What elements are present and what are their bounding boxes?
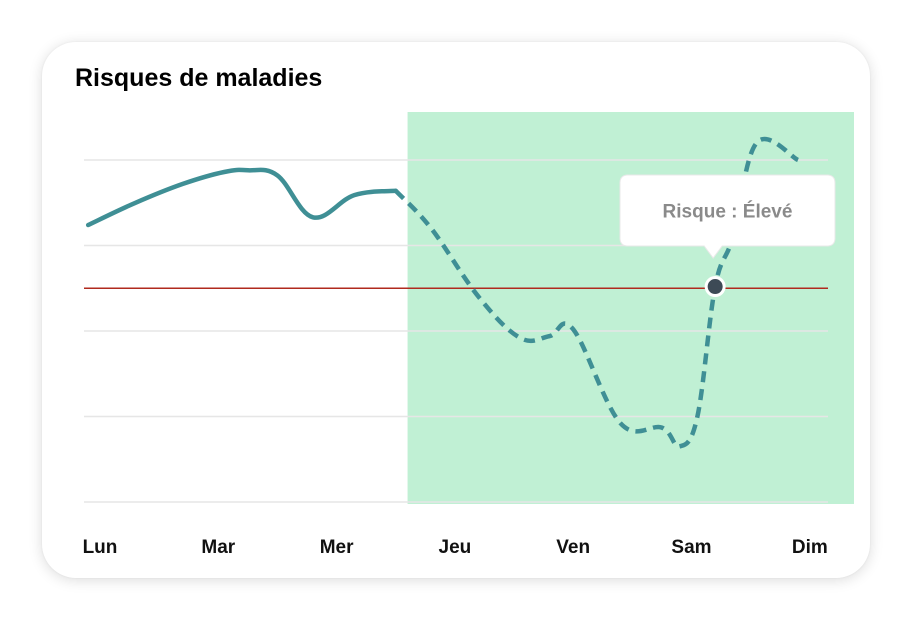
x-tick-label-1: Mar [201,537,235,558]
x-tick-label-0: Lun [83,537,118,558]
highlight-marker [704,276,726,298]
chart-title: Risques de maladies [75,64,323,92]
x-tick-label-6: Dim [792,537,828,558]
x-tick-label-4: Ven [556,537,590,558]
x-tick-label-3: Jeu [439,537,472,558]
tooltip-box [619,174,836,259]
forecast-area [407,112,854,504]
tooltip: Risque : Élevé [619,174,836,259]
tooltip-text: Risque : Élevé [663,201,793,223]
x-tick-label-2: Mer [320,537,354,558]
x-axis-labels: Lun Mar Mer Jeu Ven Sam Dim [83,537,828,558]
forecast-area-layer [407,112,854,504]
series-line-solid [85,167,399,228]
x-tick-label-5: Sam [671,537,711,558]
marker-layer [704,276,726,298]
